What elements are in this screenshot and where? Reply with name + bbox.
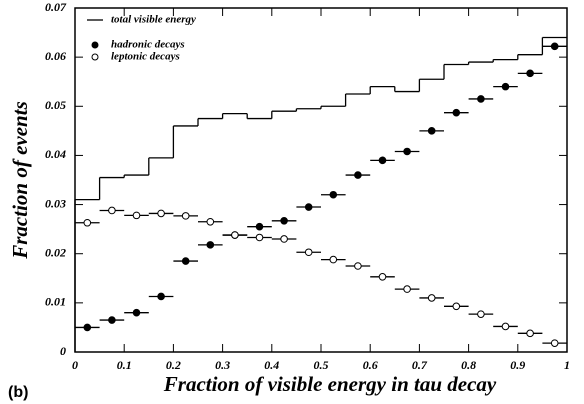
data-point [550,42,559,51]
panel-label: (b) [8,384,28,401]
y-tick-label: 0.01 [45,295,66,309]
data-point [477,95,485,103]
y-axis-title: Fraction of events [8,101,32,260]
data-point [206,241,215,249]
data-point [280,235,288,243]
data-point [526,69,534,78]
data-point [157,209,165,218]
data-point [550,339,559,347]
data-point [108,316,116,324]
data-point [329,190,338,199]
x-tick-label: 1 [564,358,570,372]
x-tick-label: 0.7 [412,358,428,372]
legend-swatch [91,53,99,61]
data-point [132,308,141,317]
y-tick-label: 0.03 [45,196,66,210]
data-point [354,262,362,270]
data-point [280,216,288,225]
data-point [206,217,215,226]
data-point [403,147,411,156]
data-point [477,310,485,318]
data-point [526,329,534,338]
data-point [231,231,239,239]
data-point [181,257,190,265]
data-point [452,302,461,311]
data-point [304,248,313,257]
x-tick-label: 0.6 [363,358,378,372]
data-point [378,156,387,165]
x-tick-label: 0.5 [314,358,329,372]
legend-label: leptonic decays [111,51,180,63]
data-point [378,273,387,281]
y-tick-label: 0.04 [45,147,66,161]
x-tick-label: 0 [72,358,78,372]
legend-label: hadronic decays [111,39,185,51]
x-tick-label: 0.4 [264,358,279,372]
data-point [501,82,510,91]
x-tick-label: 0.9 [510,358,525,372]
data-point [181,212,190,220]
x-tick-label: 0.8 [461,358,476,372]
data-point [108,206,116,215]
y-tick-label: 0.05 [45,98,66,112]
data-point [83,218,92,227]
data-point [255,222,264,231]
y-tick-label: 0.07 [45,0,67,14]
data-point [403,285,411,293]
x-tick-label: 0.2 [166,358,181,372]
y-tick-label: 0.02 [45,245,66,259]
y-tick-label: 0 [60,344,66,358]
data-point [427,127,436,135]
data-point [501,322,510,331]
data-point [83,323,92,332]
x-tick-label: 0.3 [215,358,230,372]
data-point [329,255,338,264]
data-point [452,108,461,117]
data-point [132,211,141,220]
y-tick-label: 0.06 [45,49,66,63]
legend-swatch [91,41,99,49]
data-point [304,203,313,211]
data-point [157,292,165,301]
legend-label: total visible energy [111,14,196,26]
data-point [427,294,436,302]
data-point [354,171,362,179]
x-axis-title: Fraction of visible energy in tau decay [163,372,497,396]
x-tick-label: 0.1 [117,358,132,372]
data-point [255,233,264,242]
